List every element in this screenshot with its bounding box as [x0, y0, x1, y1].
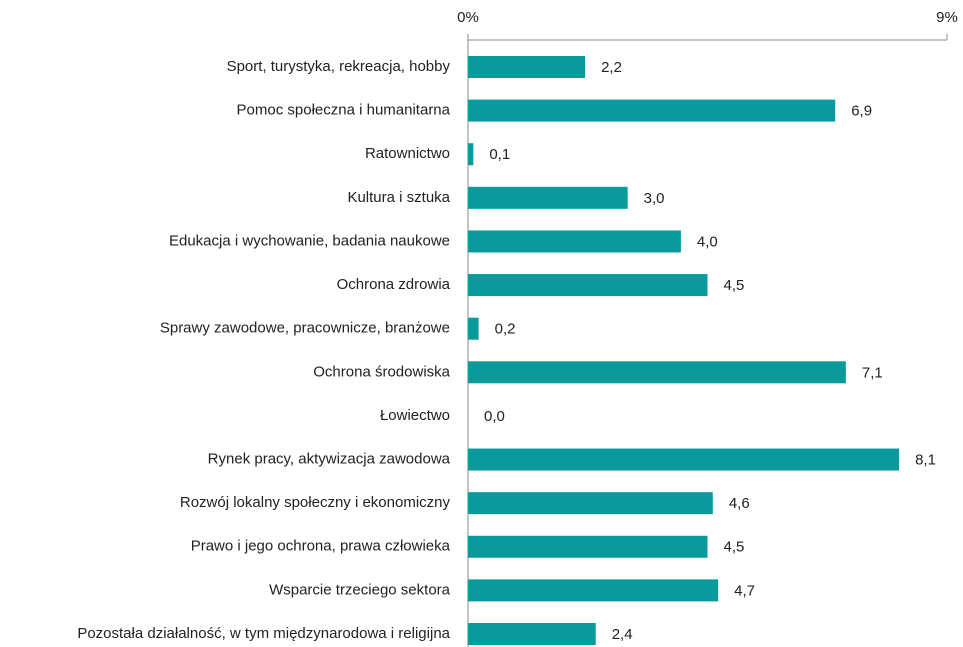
value-label: 4,6 [729, 495, 750, 512]
bar [468, 186, 628, 209]
value-label: 4,5 [724, 539, 745, 556]
y-tick-label: Rynek pracy, aktywizacja zawodowa [208, 451, 451, 468]
value-label: 0,2 [495, 321, 516, 338]
bar [468, 535, 708, 558]
bar [468, 143, 474, 166]
bar [468, 56, 586, 78]
value-label: 3,0 [644, 190, 665, 207]
y-tick-label: Kultura i sztuka [347, 189, 450, 206]
value-label: 0,1 [489, 146, 510, 163]
y-tick-label: Ochrona zdrowia [337, 276, 451, 293]
y-tick-label: Wsparcie trzeciego sektora [269, 581, 451, 598]
y-tick-label: Pomoc społeczna i humanitarna [237, 102, 451, 119]
value-label: 6,9 [851, 103, 872, 120]
bar [468, 492, 713, 515]
bar [468, 361, 846, 384]
y-tick-label: Sport, turystyka, rekreacja, hobby [227, 58, 451, 75]
y-tick-label: Rozwój lokalny społeczny i ekonomiczny [180, 494, 451, 511]
bar [468, 579, 719, 602]
value-label: 2,4 [612, 626, 633, 643]
y-tick-label: Prawo i jego ochrona, prawa człowieka [191, 538, 451, 555]
value-label: 7,1 [862, 364, 883, 381]
x-tick-label: 9% [936, 9, 958, 26]
value-label: 8,1 [915, 452, 936, 469]
y-tick-label: Łowiectwo [380, 407, 450, 424]
bar [468, 317, 479, 340]
y-tick-label: Sprawy zawodowe, pracownicze, branżowe [160, 320, 450, 337]
y-tick-label: Pozostała działalność, w tym międzynarod… [77, 625, 450, 642]
value-label: 0,0 [484, 408, 505, 425]
bar [468, 99, 836, 122]
bar [468, 274, 708, 297]
value-label: 4,7 [734, 582, 755, 599]
value-label: 4,0 [697, 233, 718, 250]
bar [468, 448, 900, 471]
x-tick-label: 0% [457, 9, 479, 26]
bar [468, 230, 681, 253]
y-tick-label: Edukacja i wychowanie, badania naukowe [169, 232, 450, 249]
y-tick-label: Ratownictwo [365, 145, 450, 162]
y-tick-label: Ochrona środowiska [313, 363, 450, 380]
bar [468, 623, 596, 645]
value-label: 4,5 [724, 277, 745, 294]
value-label: 2,2 [601, 59, 622, 76]
